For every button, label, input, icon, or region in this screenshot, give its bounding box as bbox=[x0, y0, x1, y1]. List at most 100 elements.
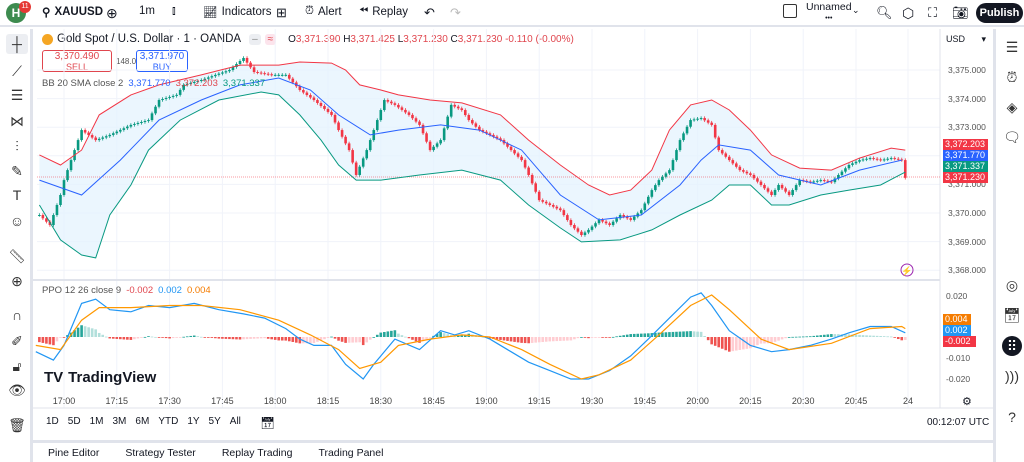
chat-icon[interactable]: 🗨︎ bbox=[1003, 129, 1021, 145]
indicators-button[interactable]: 📈︎ Indicators bbox=[203, 5, 271, 19]
layers-icon[interactable]: ◈ bbox=[1006, 99, 1018, 115]
bb-legend[interactable]: BB 20 SMA close 2 3,371.770 3,372.203 3,… bbox=[42, 78, 265, 89]
undo-button[interactable]: ↶ bbox=[424, 5, 435, 21]
hist-bar bbox=[280, 337, 284, 341]
pattern-tool[interactable]: ⋈ bbox=[10, 113, 24, 129]
templates-button[interactable]: ⊞ bbox=[276, 5, 287, 21]
candle-body bbox=[340, 130, 344, 137]
collapse-button[interactable]: – bbox=[249, 33, 261, 45]
magnet-tool[interactable]: ∩ bbox=[11, 307, 23, 323]
unlock-icon[interactable]: 🔓︎ bbox=[12, 358, 22, 374]
range-ytd[interactable]: YTD bbox=[158, 416, 179, 427]
redo-button[interactable]: ↷ bbox=[450, 5, 461, 21]
candle-body bbox=[773, 189, 777, 195]
go-to-date-icon[interactable]: 📅︎ bbox=[259, 416, 276, 430]
hide-button[interactable]: ≈ bbox=[264, 33, 277, 45]
crosshair-tool[interactable]: ┼ bbox=[6, 34, 28, 54]
tab-pine-editor[interactable]: Pine Editor bbox=[48, 447, 100, 459]
bb-title: BB 20 SMA close 2 bbox=[42, 78, 124, 89]
candle-body bbox=[400, 107, 404, 110]
candle-body bbox=[66, 170, 69, 181]
ruler-tool[interactable]: 📏︎ bbox=[8, 248, 26, 264]
target-icon[interactable]: ◎ bbox=[1005, 277, 1019, 293]
time-tick: 17:30 bbox=[158, 396, 181, 406]
eye-icon[interactable]: 👁︎ bbox=[8, 382, 26, 398]
lock-drawing-tool[interactable]: ✐ bbox=[11, 333, 23, 349]
layout-dropdown[interactable]: ⌄ bbox=[852, 5, 860, 16]
candle-body bbox=[844, 168, 847, 172]
layout-toggle-checkbox[interactable] bbox=[783, 4, 797, 18]
quick-search-button[interactable]: 🔍︎ bbox=[876, 5, 893, 21]
currency-selector[interactable]: USD ▾ bbox=[946, 34, 986, 48]
search-icon: ⚲ bbox=[42, 7, 51, 19]
hist-bar bbox=[358, 337, 361, 343]
hist-bar bbox=[273, 337, 277, 340]
trendline-tool[interactable]: ⟋ bbox=[12, 63, 22, 79]
ppo-legend[interactable]: PPO 12 26 close 9 -0.002 0.002 0.004 bbox=[42, 285, 211, 296]
hist-bar bbox=[111, 337, 115, 339]
alarm-clock-icon[interactable]: ⏰︎ bbox=[1006, 69, 1018, 85]
replay-button[interactable]: ⏪︎ Replay bbox=[359, 5, 408, 18]
range-1m[interactable]: 1M bbox=[89, 416, 104, 427]
compare-symbol-button[interactable]: ⊕ bbox=[106, 5, 118, 22]
hist-bar bbox=[133, 337, 136, 340]
hist-bar bbox=[270, 337, 273, 340]
lightning-event-icon[interactable] bbox=[900, 263, 914, 277]
candle-body bbox=[713, 124, 717, 138]
trash-icon[interactable]: 🗑︎ bbox=[8, 417, 26, 433]
tab-trading-panel[interactable]: Trading Panel bbox=[318, 447, 384, 459]
range-5y[interactable]: 5Y bbox=[208, 416, 221, 427]
time-tick: 18:30 bbox=[369, 396, 393, 406]
candle-body bbox=[97, 138, 101, 141]
candle-body bbox=[432, 146, 435, 151]
interval-button[interactable]: 1m bbox=[139, 5, 155, 17]
hist-bar bbox=[171, 337, 175, 339]
hist-bar bbox=[537, 337, 541, 343]
range-3m[interactable]: 3M bbox=[112, 416, 127, 427]
symbol-title[interactable]: Gold Spot / U.S. Dollar · 1 · OANDA bbox=[57, 33, 242, 45]
symbol-search-button[interactable]: ⚲ XAUUSD bbox=[42, 5, 103, 19]
apps-grid-icon[interactable]: ⠿ bbox=[1002, 336, 1022, 356]
hist-bar bbox=[720, 337, 724, 349]
hist-bar bbox=[548, 337, 552, 342]
alert-button[interactable]: ⏰︎ Alert bbox=[305, 5, 342, 18]
layout-name-button[interactable]: Unnamed ••• bbox=[806, 2, 852, 24]
hist-bar bbox=[252, 337, 256, 339]
watchlist-icon[interactable]: ☰ bbox=[1005, 39, 1019, 55]
publish-button[interactable]: Publish bbox=[976, 3, 1023, 23]
hist-bar bbox=[347, 337, 351, 343]
calendar-icon[interactable]: 📅︎ bbox=[1003, 307, 1021, 323]
fullscreen-button[interactable]: ⛶ bbox=[928, 5, 937, 21]
forecast-tool[interactable]: ⫶ bbox=[15, 138, 19, 154]
tab-replay-trading[interactable]: Replay Trading bbox=[221, 447, 293, 459]
brush-tool[interactable]: ✎ bbox=[11, 163, 23, 179]
clock[interactable]: 00:12:07 UTC bbox=[927, 417, 990, 428]
range-6m[interactable]: 6M bbox=[135, 416, 150, 427]
zoom-in-tool[interactable]: ⊕ bbox=[11, 273, 23, 289]
settings-button[interactable]: ⬡ bbox=[902, 5, 914, 22]
fib-tool[interactable]: ☰ bbox=[10, 87, 24, 103]
snapshot-button[interactable]: 📷︎ bbox=[952, 5, 969, 21]
axis-settings-icon[interactable]: ⚙ bbox=[962, 396, 972, 408]
last-price-label: 3,371.230 bbox=[943, 172, 988, 183]
ppo-signal-value: 0.004 bbox=[186, 285, 211, 296]
hist-bar bbox=[481, 336, 485, 338]
range-1d[interactable]: 1D bbox=[46, 416, 59, 427]
text-tool[interactable]: T bbox=[12, 187, 22, 203]
sell-button[interactable]: 3,370.490 SELL bbox=[42, 50, 112, 72]
buy-button[interactable]: 3,371.970 BUY bbox=[136, 50, 188, 72]
bb-upper-price-label: 3,372.203 bbox=[943, 139, 988, 150]
right-sidebar: ☰ ⏰︎ ◈ 🗨︎ ◎ 📅︎ ⠿ ))) ? bbox=[993, 29, 1024, 462]
signal-icon[interactable]: ))) bbox=[1005, 368, 1019, 384]
range-1y[interactable]: 1Y bbox=[187, 416, 200, 427]
candle-body bbox=[731, 160, 735, 164]
open-value: 3,371.390 bbox=[295, 33, 341, 45]
help-icon[interactable]: ? bbox=[1008, 409, 1016, 425]
chart-type-button[interactable]: ⫾ bbox=[172, 5, 176, 18]
emoji-tool[interactable]: ☺ bbox=[9, 213, 25, 229]
hist-bar bbox=[647, 333, 650, 337]
tab-strategy-tester[interactable]: Strategy Tester bbox=[125, 447, 196, 459]
range-5d[interactable]: 5D bbox=[67, 416, 81, 427]
range-all[interactable]: All bbox=[229, 416, 241, 427]
